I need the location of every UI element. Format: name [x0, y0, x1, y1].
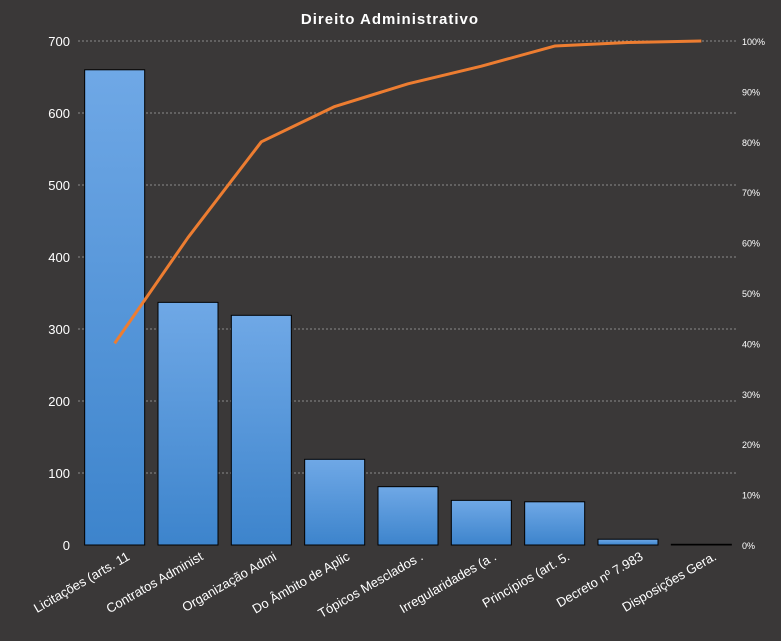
y2-tick-label: 50% — [742, 289, 760, 299]
y2-tick-label: 30% — [742, 390, 760, 400]
y2-tick-label: 0% — [742, 541, 755, 551]
y-tick-label: 100 — [48, 466, 70, 481]
bar — [670, 543, 732, 546]
y-tick-label: 700 — [48, 34, 70, 49]
y2-tick-label: 60% — [742, 239, 760, 249]
bar — [230, 314, 292, 546]
y2-tick-label: 70% — [742, 188, 760, 198]
y2-tick-label: 90% — [742, 87, 760, 97]
y-tick-label: 500 — [48, 178, 70, 193]
bar — [597, 538, 659, 546]
y-tick-label: 200 — [48, 394, 70, 409]
cumulative-line — [113, 39, 702, 345]
bar — [377, 486, 439, 546]
y2-tick-label: 40% — [742, 339, 760, 349]
y-axis-right: 0% 10% 20% 30% 40% 50% 60% 70% 80% 90% 100% — [742, 37, 765, 551]
bar — [304, 458, 366, 546]
y-axis-left: 0 100 200 300 400 500 600 700 — [48, 34, 70, 553]
y-tick-label: 0 — [63, 538, 70, 553]
cumulative-line-layer — [113, 39, 702, 345]
bar — [84, 69, 146, 546]
y2-tick-label: 100% — [742, 37, 765, 47]
y-tick-label: 600 — [48, 106, 70, 121]
y-tick-label: 400 — [48, 250, 70, 265]
chart-title: Direito Administrativo — [301, 11, 479, 28]
y2-tick-label: 10% — [742, 491, 760, 501]
y-tick-label: 300 — [48, 322, 70, 337]
y2-tick-label: 80% — [742, 138, 760, 148]
bar — [157, 301, 219, 546]
bar — [450, 499, 512, 546]
bars — [84, 69, 732, 546]
y2-tick-label: 20% — [742, 440, 760, 450]
bar — [524, 501, 586, 546]
